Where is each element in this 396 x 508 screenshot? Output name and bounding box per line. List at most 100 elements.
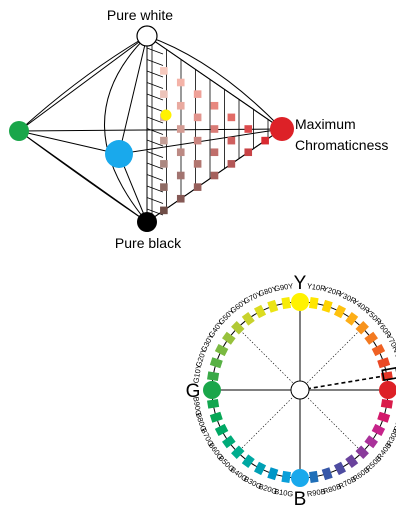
- hue-label: R90B: [306, 487, 326, 499]
- center-neutral-circle: [290, 380, 310, 400]
- hue-swatch: [308, 470, 319, 483]
- green-primary: [203, 381, 221, 399]
- hue-swatch: [253, 461, 267, 476]
- triangle-swatch: [193, 90, 202, 98]
- hue-swatch: [214, 343, 229, 357]
- triangle-swatch: [227, 113, 236, 122]
- hatch-line: [146, 105, 164, 112]
- hue-swatch: [377, 357, 391, 369]
- hue-label: G10Y: [191, 364, 203, 384]
- triangle-swatch: [160, 136, 168, 145]
- hue-swatch: [308, 297, 319, 310]
- triangle-swatch: [261, 136, 269, 145]
- hue-swatch: [241, 454, 255, 468]
- hue-swatch: [321, 299, 333, 313]
- triangle-swatch: [160, 67, 168, 75]
- hue-circle-figure: Y10RY20RY30RY40RY50RY60RY70RY80RY90RR10B…: [186, 273, 396, 508]
- triangle-swatch: [176, 194, 185, 203]
- hue-swatch: [364, 435, 378, 449]
- hue-swatch: [345, 312, 359, 326]
- hue-label: Y70R: [384, 332, 396, 353]
- hue-swatch: [222, 331, 236, 345]
- hatch-line: [146, 70, 164, 78]
- hue-swatch: [371, 343, 386, 357]
- triangle-swatch: [176, 148, 185, 157]
- hue-swatch: [345, 454, 359, 468]
- max-chroma-label-line2: Chromaticness: [295, 137, 388, 153]
- hatch-line: [146, 128, 164, 135]
- axis-label-y: Y: [294, 273, 307, 294]
- hue-swatch: [355, 321, 369, 335]
- triangle-swatch: [244, 125, 253, 133]
- hue-swatch: [281, 470, 292, 483]
- triangle-swatch: [193, 136, 202, 145]
- triangle-swatch: [244, 148, 253, 157]
- hue-swatch: [222, 435, 236, 449]
- green-pole: [9, 121, 29, 141]
- triangle-swatch: [176, 171, 185, 180]
- hue-swatch: [281, 297, 292, 310]
- hue-swatch: [207, 398, 220, 409]
- triangle-swatch: [160, 160, 168, 168]
- max-chroma-label-line1: Maximum: [295, 116, 356, 132]
- hue-label: R20B: [392, 412, 396, 433]
- triangle-swatch: [227, 160, 236, 168]
- hue-swatches: [207, 297, 393, 483]
- triangle-swatch: [176, 125, 185, 133]
- pure-black-pole: [137, 212, 157, 232]
- color-solid-figure: Pure white Pure black Maximum Chromaticn…: [9, 7, 388, 251]
- hue-swatch: [253, 304, 267, 319]
- triangle-swatch: [193, 113, 202, 122]
- hatch-line: [146, 47, 164, 55]
- hue-label: R30B: [384, 427, 396, 448]
- hue-swatch: [377, 411, 391, 423]
- pure-white-label: Pure white: [107, 7, 173, 23]
- hatch-line: [146, 93, 164, 101]
- hue-label: Y10R: [306, 281, 327, 293]
- hue-label: B10G: [274, 487, 295, 499]
- yellow-marker: [160, 109, 172, 121]
- hatch-line: [146, 139, 164, 147]
- pure-black-label: Pure black: [115, 235, 182, 251]
- hue-swatch: [231, 445, 245, 459]
- triangle-swatch: [160, 183, 168, 191]
- hue-label: Y80R: [392, 348, 396, 369]
- triangle-swatch: [176, 78, 185, 87]
- triangle-swatch: [210, 125, 219, 133]
- solid-edges: [18, 35, 283, 223]
- hatch-line: [146, 116, 164, 124]
- hue-swatch: [355, 445, 369, 459]
- triangle-swatch: [176, 101, 185, 110]
- hue-swatch: [231, 321, 245, 335]
- hatch-line: [146, 151, 164, 158]
- selected-hue-marker: [381, 366, 396, 382]
- triangle-swatch: [227, 136, 236, 145]
- triangle-swatches: [160, 67, 269, 215]
- hue-swatch: [364, 331, 378, 345]
- hue-label: B90G: [191, 396, 203, 417]
- triangle-swatch: [210, 148, 219, 157]
- hue-swatch: [207, 371, 220, 382]
- hue-swatch: [380, 398, 393, 409]
- triangle-swatch: [210, 101, 219, 110]
- hatch-line: [146, 174, 164, 181]
- hue-swatch: [371, 423, 386, 437]
- axis-label-b: B: [294, 489, 307, 508]
- triangle-swatch: [193, 183, 202, 191]
- triangle-swatch: [160, 206, 168, 215]
- hatch-line: [146, 82, 164, 89]
- yellow-primary: [291, 293, 309, 311]
- triangle-swatch: [160, 90, 168, 98]
- hue-swatch: [209, 411, 223, 423]
- hatch-line: [146, 197, 164, 204]
- hue-swatch: [209, 357, 223, 369]
- red-primary: [379, 381, 396, 399]
- hue-swatch: [267, 467, 279, 481]
- pure-white-pole: [136, 25, 158, 47]
- hue-swatch: [267, 299, 279, 313]
- hue-swatch: [333, 304, 347, 319]
- hue-swatch: [321, 467, 333, 481]
- hatch-line: [146, 162, 164, 170]
- hue-label: G90Y: [274, 281, 294, 293]
